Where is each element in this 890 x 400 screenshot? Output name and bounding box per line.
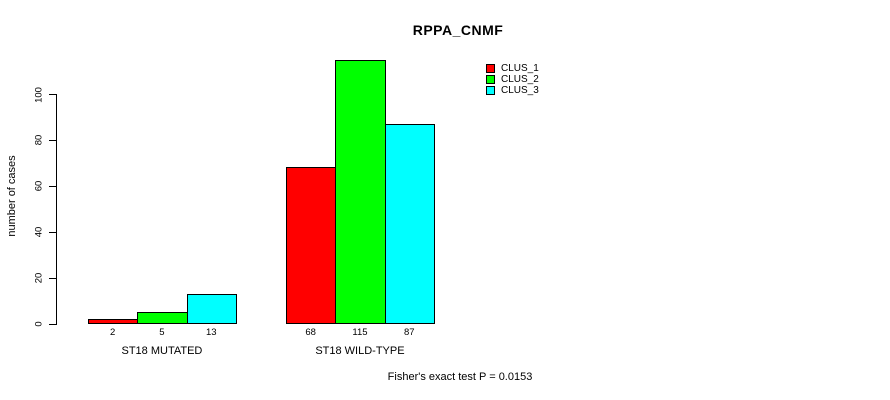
legend-color-swatch xyxy=(486,75,495,84)
legend-color-swatch xyxy=(486,64,495,73)
y-axis-tick-label: 20 xyxy=(33,272,45,284)
bar-clus_2-group1 xyxy=(137,312,188,325)
legend-label: CLUS_2 xyxy=(501,73,539,85)
category-label: ST18 WILD-TYPE xyxy=(315,345,405,357)
bar-value-label: 13 xyxy=(205,327,217,338)
y-axis-tick xyxy=(49,231,56,233)
category-label: ST18 MUTATED xyxy=(121,345,203,357)
bar-value-label: 87 xyxy=(403,327,415,338)
y-axis-line xyxy=(56,94,57,325)
bar-value-label: 5 xyxy=(159,327,165,338)
fisher-test-annotation: Fisher's exact test P = 0.0153 xyxy=(387,371,533,383)
y-axis-tick xyxy=(49,139,56,141)
bar-clus_3-group2 xyxy=(384,123,435,325)
legend-item-clus_1: CLUS_1 xyxy=(486,63,539,74)
legend-item-clus_2: CLUS_2 xyxy=(486,74,539,85)
bar-value-label: 68 xyxy=(305,327,316,338)
bar-clus_1-group1 xyxy=(88,318,139,325)
legend-color-swatch xyxy=(486,86,495,95)
y-axis-tick xyxy=(49,277,56,279)
y-axis-tick xyxy=(49,185,56,187)
legend-item-clus_3: CLUS_3 xyxy=(486,85,539,96)
legend-label: CLUS_3 xyxy=(501,84,539,96)
legend: CLUS_1 CLUS_2 CLUS_3 xyxy=(486,63,539,96)
legend-label: CLUS_1 xyxy=(501,62,539,74)
bar-clus_1-group2 xyxy=(286,167,337,325)
y-axis-tick-label: 60 xyxy=(33,181,45,192)
bar-clus_2-group2 xyxy=(335,59,386,325)
y-axis-tick-label: 40 xyxy=(33,226,45,238)
bar-value-label: 115 xyxy=(352,327,368,338)
bar-value-label: 2 xyxy=(109,327,116,338)
y-axis-tick xyxy=(49,323,56,325)
chart-title: RPPA_CNMF xyxy=(412,22,504,38)
y-axis-tick xyxy=(49,94,56,95)
y-axis-tick-label: 80 xyxy=(33,135,45,146)
y-axis-tick-label: 0 xyxy=(33,321,45,327)
y-axis-tick-label: 100 xyxy=(33,86,45,103)
bar-clus_3-group1 xyxy=(186,293,237,325)
